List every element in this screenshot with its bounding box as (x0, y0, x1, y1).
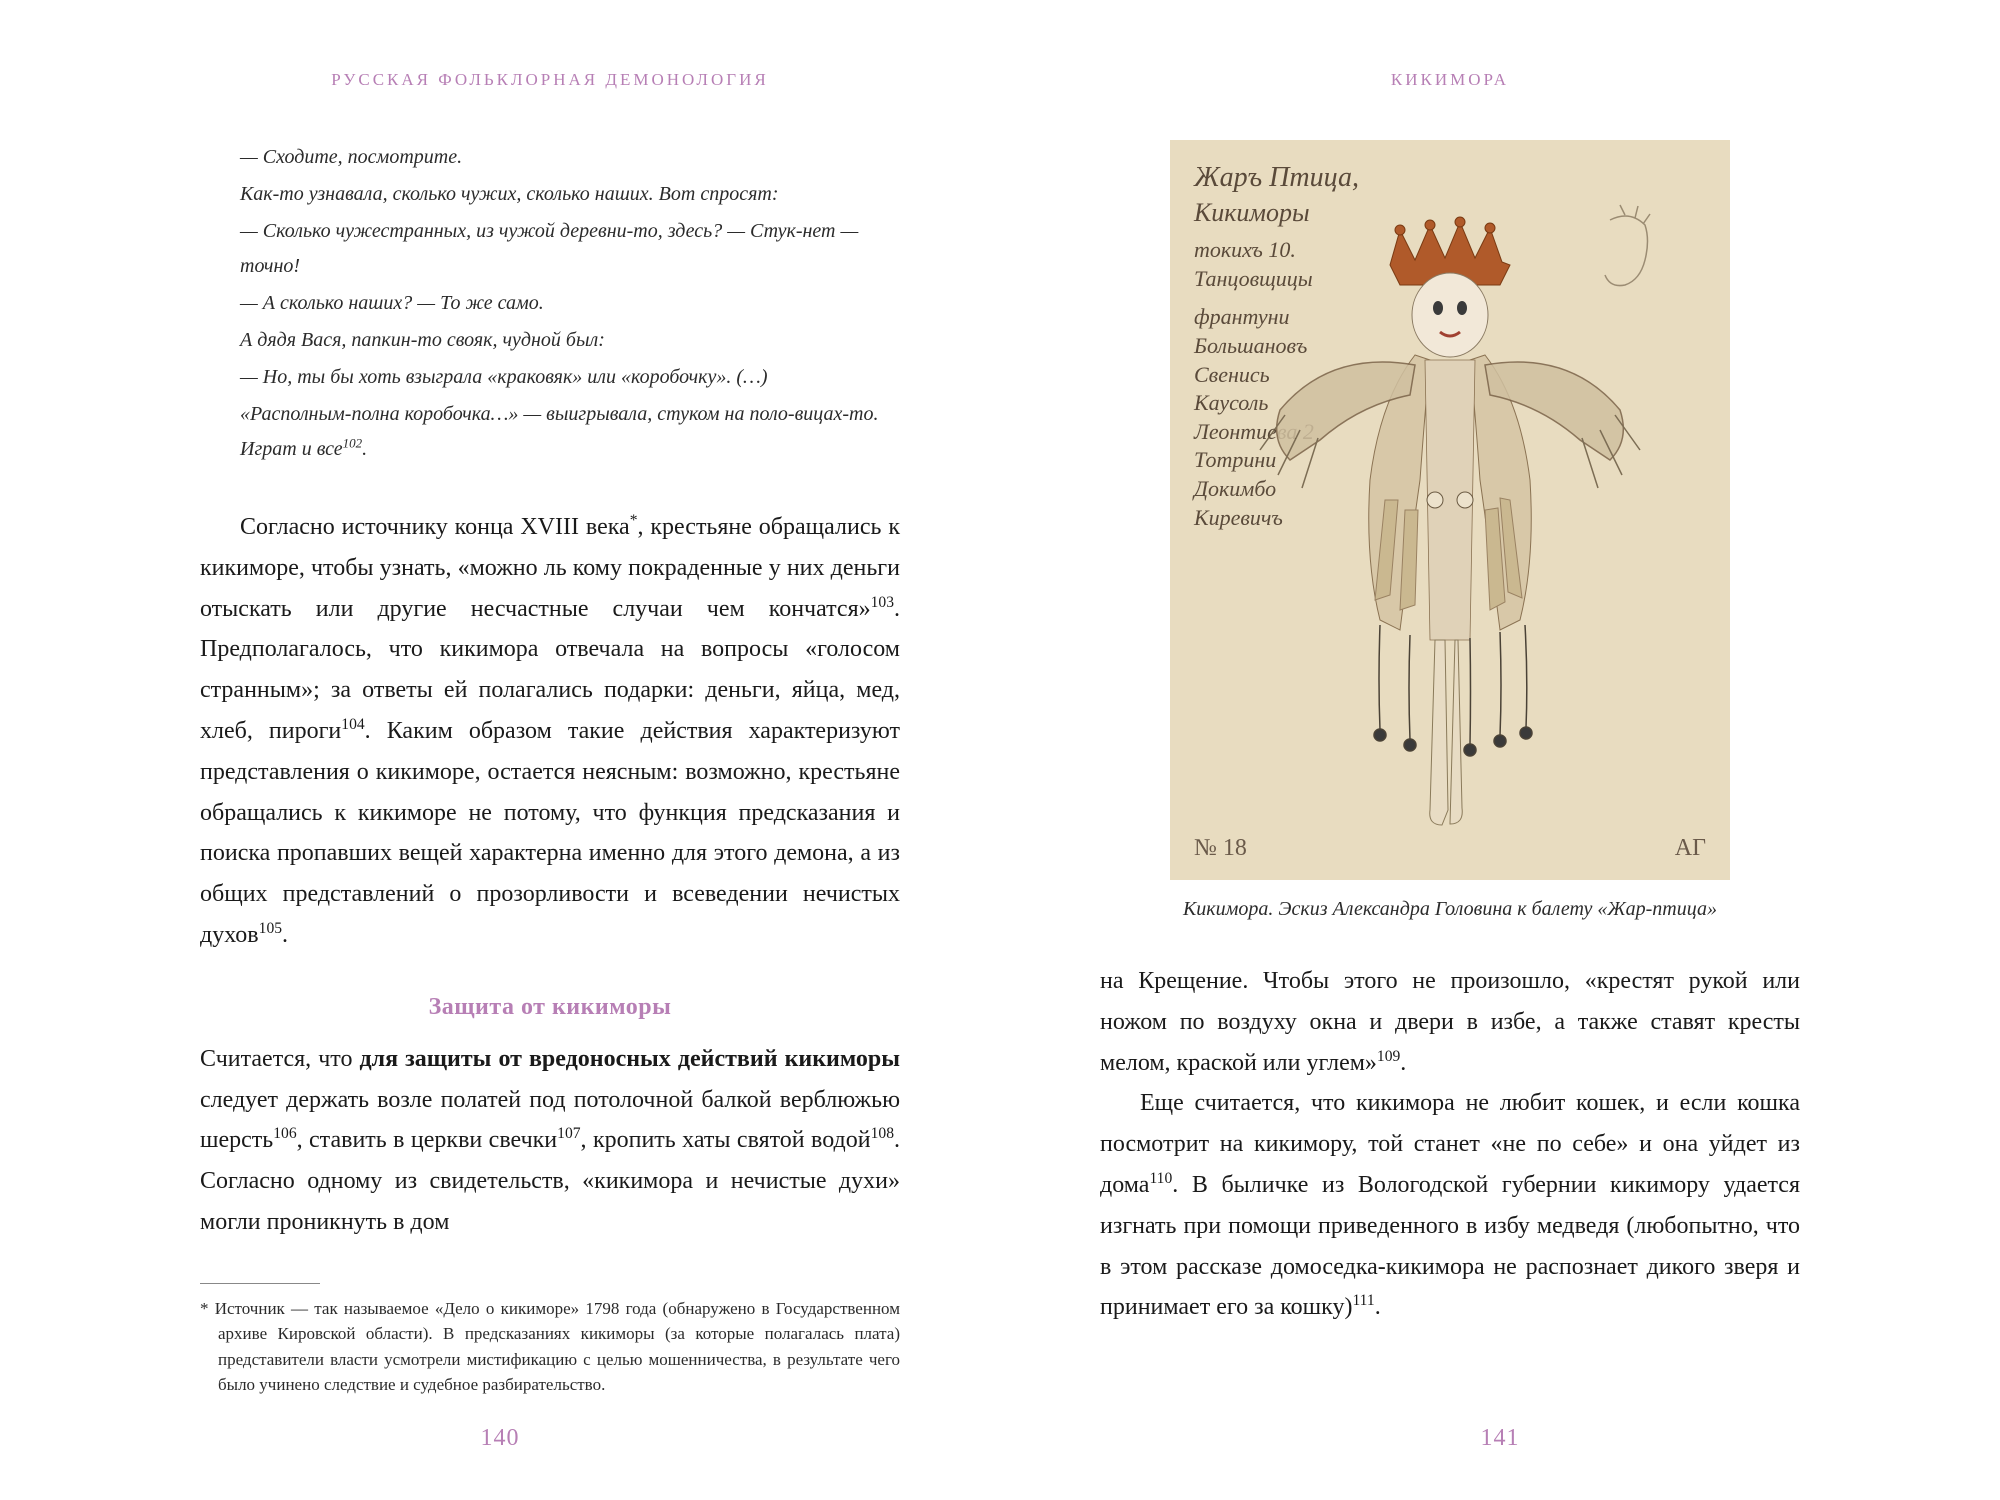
quote-line: — Но, ты бы хоть взыграла «краковяк» или… (240, 360, 900, 395)
quote-line: — Сходите, посмотрите. (240, 140, 900, 175)
page-number-right: 141 (1000, 1425, 2000, 1452)
quote-line: — А сколько наших? — То же само. (240, 286, 900, 321)
kikimora-sketch (1230, 200, 1670, 860)
sketch-monogram: АГ (1675, 835, 1706, 862)
figure: Жаръ Птица, Кикиморы токихъ 10. Танцовщи… (1170, 140, 1730, 921)
page-left: РУССКАЯ ФОЛЬКЛОРНАЯ ДЕМОНОЛОГИЯ — Сходит… (0, 0, 1000, 1500)
page-right: КИКИМОРА Жаръ Птица, Кикиморы токихъ 10.… (1000, 0, 2000, 1500)
running-head-right: КИКИМОРА (1100, 70, 1800, 90)
quote-block: — Сходите, посмотрите. Как-то узнавала, … (200, 140, 900, 467)
quote-line: «Располным-полна коробочка…» — выигрывал… (240, 397, 900, 467)
footnote-rule (200, 1283, 320, 1284)
body-paragraph-2: Считается, что для защиты от вредоносных… (200, 1039, 900, 1243)
page-number-left: 140 (0, 1425, 1000, 1452)
sketch-number: № 18 (1194, 835, 1247, 862)
body-paragraph-r1: на Крещение. Чтобы этого не произошло, «… (1100, 961, 1800, 1083)
body-paragraph-r2: Еще считается, что кикимора не любит кош… (1100, 1083, 1800, 1328)
figure-image: Жаръ Птица, Кикиморы токихъ 10. Танцовщи… (1170, 140, 1730, 880)
running-head-left: РУССКАЯ ФОЛЬКЛОРНАЯ ДЕМОНОЛОГИЯ (200, 70, 900, 90)
figure-caption: Кикимора. Эскиз Александра Головина к ба… (1170, 898, 1730, 921)
quote-line: Как-то узнавала, сколько чужих, сколько … (240, 177, 900, 212)
footnote: * Источник — так называемое «Дело о кики… (200, 1296, 900, 1398)
quote-line: — Сколько чужестранных, из чужой деревни… (240, 214, 900, 284)
body-paragraph-1: Согласно источнику конца XVIII века*, кр… (200, 507, 900, 956)
section-heading: Защита от кикиморы (200, 994, 900, 1021)
quote-line: А дядя Вася, папкин-то свояк, чудной был… (240, 323, 900, 358)
